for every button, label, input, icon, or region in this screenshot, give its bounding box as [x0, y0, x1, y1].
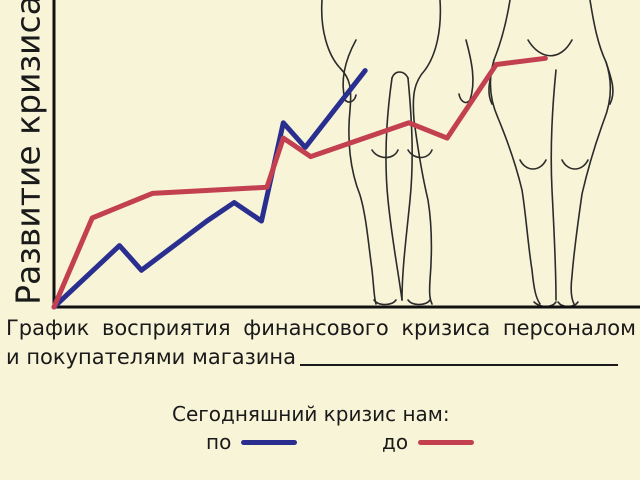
- series-line-do: [51, 55, 548, 310]
- caption-line-2: и покупателями магазина: [6, 342, 636, 371]
- legend-item-po: по: [206, 430, 298, 454]
- legend-swatch-do: [418, 439, 475, 445]
- fill-in-blank-line: [300, 342, 619, 366]
- caption-line-2-text: и покупателями магазина: [6, 345, 297, 369]
- y-axis-label: Развитие кризиса: [8, 0, 48, 305]
- legend-swatch-po: [241, 439, 298, 445]
- legend-item-do: до: [382, 430, 475, 454]
- caption-line-1: График восприятия финансового кризиса пе…: [6, 316, 636, 340]
- legend-label-do: до: [382, 430, 409, 454]
- chart-caption: График восприятия финансового кризиса пе…: [6, 314, 636, 371]
- legend-title: Сегодняшний кризис нам:: [172, 402, 450, 426]
- background-figure-illustration: [320, 0, 614, 308]
- series-line-po: [51, 68, 368, 310]
- legend-label-po: по: [206, 430, 232, 454]
